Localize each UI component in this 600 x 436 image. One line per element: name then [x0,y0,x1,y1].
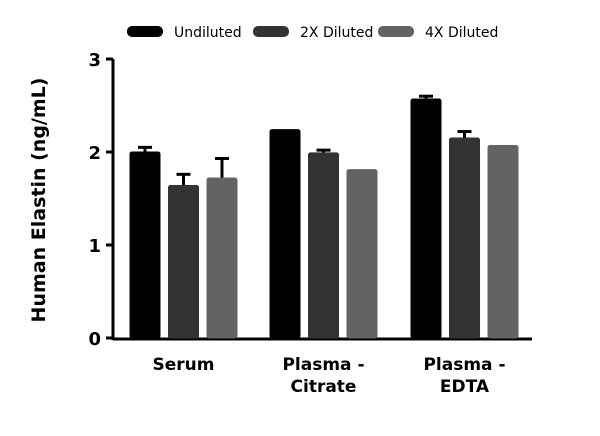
y-axis-label: Human Elastin (ng/mL) [28,78,50,323]
bar [206,177,238,339]
x-tick-label: Serum [153,355,215,375]
legend-label: 2X Diluted [300,25,373,41]
bar [410,98,442,339]
x-tick-label: Plasma - [423,355,505,375]
x-tick-label: Plasma - [282,355,364,375]
legend-swatch [253,26,289,37]
bar [487,144,519,339]
y-tick-label: 0 [88,329,101,350]
legend-label: Undiluted [174,25,242,41]
bar [168,184,199,339]
bar [129,151,161,339]
x-tick-label: EDTA [440,377,490,397]
bar [449,137,480,339]
y-tick-label: 1 [88,236,101,257]
legend-swatch [378,26,414,37]
bar [346,169,378,339]
bar [269,129,301,339]
bar [308,152,339,339]
legend-swatch [127,26,163,37]
y-tick-label: 2 [88,143,101,164]
y-tick-label: 3 [88,50,101,71]
legend-label: 4X Diluted [425,25,498,41]
x-tick-label: Citrate [291,377,357,397]
